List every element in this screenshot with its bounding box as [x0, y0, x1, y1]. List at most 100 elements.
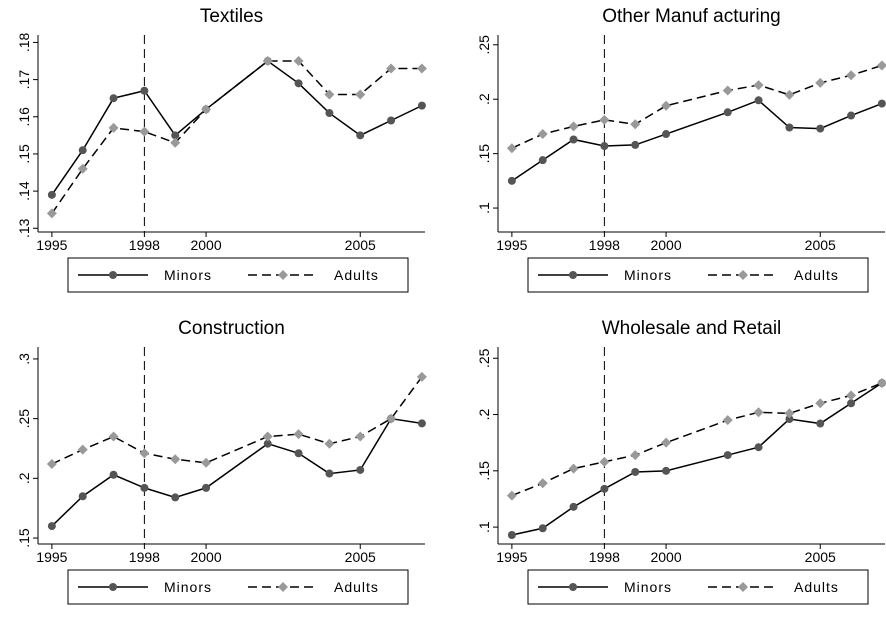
x-tick-label: 1995: [496, 549, 527, 565]
x-tick-label: 2000: [650, 549, 681, 565]
marker: [416, 63, 427, 74]
panel: Textiles .13 .14 .15 .16 .17 .18 1995 1998 2000 20…: [16, 6, 427, 293]
marker: [876, 378, 886, 389]
marker: [847, 399, 856, 408]
series-line: [511, 64, 883, 149]
y-tick-label: .25: [16, 409, 32, 429]
marker: [170, 454, 181, 465]
marker: [324, 438, 335, 449]
legend-label: Adults: [334, 579, 379, 595]
marker: [816, 419, 825, 428]
legend-label: Minors: [624, 267, 672, 283]
marker: [324, 89, 335, 100]
marker: [356, 131, 365, 140]
marker: [417, 101, 426, 110]
y-tick-label: .15: [16, 528, 32, 548]
marker: [876, 60, 886, 71]
marker: [47, 522, 56, 531]
marker: [877, 99, 886, 108]
x-tick-label: 2005: [805, 549, 836, 565]
marker: [630, 119, 641, 130]
legend-label: Minors: [624, 579, 672, 595]
marker: [108, 431, 119, 442]
marker: [784, 408, 795, 419]
marker: [568, 121, 579, 132]
legend: Minors Adults: [67, 257, 409, 293]
legend-marker: [109, 583, 117, 591]
y-tick-label: .2: [16, 472, 32, 484]
series-line: [51, 417, 423, 527]
marker: [599, 114, 610, 125]
marker: [201, 457, 212, 468]
marker: [263, 439, 272, 448]
y-tick-label: .17: [16, 70, 32, 90]
y-tick-label: .1: [476, 202, 492, 214]
marker: [262, 431, 273, 442]
x-tick-label: 2005: [805, 237, 836, 253]
marker: [600, 142, 609, 151]
marker: [262, 56, 273, 67]
y-tick-label: .14: [16, 181, 32, 201]
marker: [538, 156, 547, 165]
marker: [816, 124, 825, 133]
marker: [170, 137, 181, 148]
legend-label: Adults: [794, 579, 839, 595]
legend-marker: [738, 582, 748, 592]
marker: [109, 94, 118, 103]
legend-marker: [109, 271, 117, 279]
marker: [202, 483, 211, 492]
marker: [355, 431, 366, 442]
y-tick-label: .15: [476, 144, 492, 164]
marker: [784, 89, 795, 100]
y-tick-label: .2: [476, 408, 492, 420]
marker: [631, 140, 640, 149]
marker: [386, 413, 397, 424]
marker: [77, 163, 88, 174]
marker: [538, 524, 547, 533]
marker: [387, 116, 396, 125]
marker: [78, 146, 87, 155]
marker: [77, 444, 88, 455]
marker: [753, 407, 764, 418]
legend-label: Adults: [794, 267, 839, 283]
marker: [722, 85, 733, 96]
marker: [662, 130, 671, 139]
marker: [569, 135, 578, 144]
marker: [294, 449, 303, 458]
marker: [139, 448, 150, 459]
marker: [46, 459, 57, 470]
series-line: [51, 60, 422, 214]
marker: [293, 429, 304, 440]
y-tick-label: .15: [476, 461, 492, 481]
series-line: [511, 382, 883, 536]
marker: [507, 530, 516, 539]
y-tick-label: .25: [476, 35, 492, 55]
marker: [753, 80, 764, 91]
y-tick-label: .2: [476, 93, 492, 105]
marker: [600, 484, 609, 493]
legend: Minors Adults: [527, 569, 869, 605]
marker: [723, 108, 732, 117]
y-tick-label: .16: [16, 107, 32, 127]
marker: [506, 490, 517, 501]
series-line: [511, 99, 883, 182]
marker: [723, 451, 732, 460]
marker: [108, 122, 119, 133]
marker: [599, 456, 610, 467]
marker: [815, 77, 826, 88]
panel-title: Wholesale and Retail: [602, 318, 782, 339]
marker: [294, 79, 303, 88]
y-tick-label: .18: [16, 32, 32, 52]
panel-title: Construction: [178, 318, 285, 339]
marker: [109, 470, 118, 479]
y-tick-label: .3: [16, 353, 32, 365]
x-tick-label: 2000: [650, 237, 681, 253]
marker: [356, 465, 365, 474]
marker: [139, 126, 150, 137]
marker: [293, 56, 304, 67]
marker: [416, 371, 427, 382]
marker: [662, 466, 671, 475]
marker: [171, 493, 180, 502]
marker: [661, 437, 672, 448]
legend-marker: [278, 270, 288, 280]
